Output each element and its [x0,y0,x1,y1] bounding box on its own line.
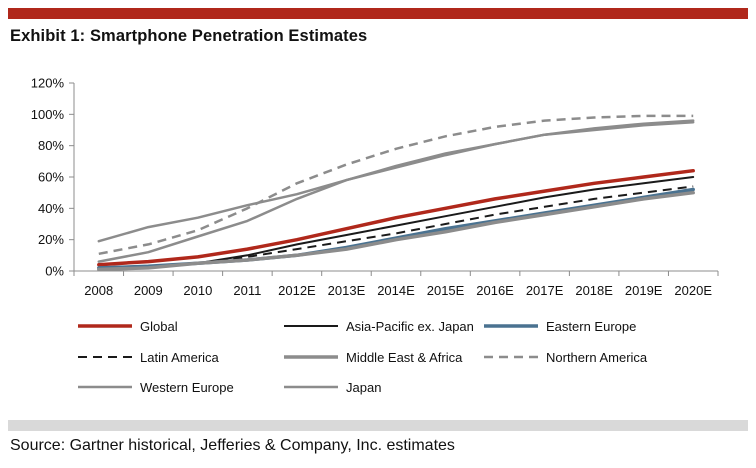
x-tick-label: 2015E [427,283,465,298]
x-tick-label: 2009 [134,283,163,298]
legend-label-6: Western Europe [140,380,234,395]
x-tick-label: 2011 [233,283,261,298]
x-tick-label: 2010 [183,283,212,298]
x-tick-label: 2019E [625,283,663,298]
y-tick-label: 0% [45,264,64,279]
legend-label-7: Japan [346,380,381,395]
x-tick-label: 2008 [84,283,113,298]
series-line-1 [97,176,695,271]
chart-axes: 0% 20% 40% 60% 80% 100% 120% 2008 2009 2010 2011 20… [31,76,719,298]
series-line-0 [97,168,695,267]
y-tick-label: 100% [31,107,65,122]
x-tick-label: 2018E [575,283,613,298]
footer-divider-bar [8,420,748,431]
x-tick-label: 2016E [476,283,514,298]
series-line-5 [98,114,694,256]
exhibit-title: Exhibit 1: Smartphone Penetration Estima… [10,27,368,45]
series-line-7 [97,120,695,263]
x-tick-label: 2012E [278,283,316,298]
series-line-3 [98,185,694,271]
series-line-6 [97,119,695,243]
legend-label-4: Middle East & Africa [346,350,463,365]
series-line-4 [97,190,695,272]
y-tick-label: 120% [31,76,65,91]
y-tick-label: 60% [38,170,64,185]
header-accent-bar [8,8,748,19]
legend-label-5: Northern America [546,350,648,365]
legend-label-3: Latin America [140,350,220,365]
legend-label-2: Eastern Europe [546,319,636,334]
x-tick-label: 2013E [328,283,366,298]
y-tick-label: 20% [38,232,64,247]
y-tick-label: 80% [38,138,64,153]
x-tick-label: 2020E [674,283,712,298]
chart-series [97,114,695,272]
legend-label-0: Global [140,319,178,334]
source-note: Source: Gartner historical, Jefferies & … [10,437,455,454]
legend-label-1: Asia-Pacific ex. Japan [346,319,474,334]
x-tick-label: 2017E [526,283,564,298]
y-tick-label: 40% [38,201,64,216]
chart-legend: Global Asia-Pacific ex. Japan Eastern Euro… [78,319,648,395]
x-tick-label: 2014E [377,283,415,298]
